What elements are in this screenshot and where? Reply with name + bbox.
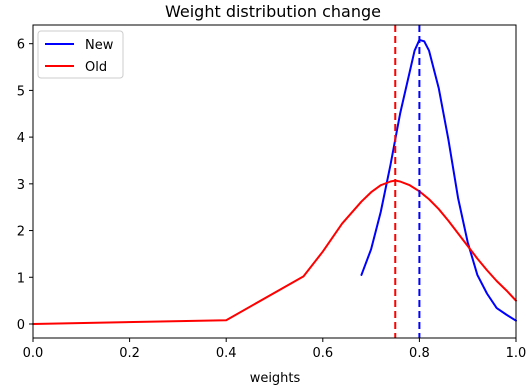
- x-tick-label: 0.2: [119, 346, 140, 361]
- plot-lines: [32, 38, 517, 325]
- x-tick-label: 1.0: [506, 346, 526, 361]
- x-tick-label: 0.6: [312, 346, 333, 361]
- legend: New Old: [37, 30, 124, 79]
- y-tick-label: 0: [17, 318, 25, 333]
- x-tick-label: 0.4: [216, 346, 237, 361]
- x-tick-label: 0.0: [23, 346, 44, 361]
- y-tick-label: 5: [17, 84, 25, 99]
- y-tick-label: 2: [17, 225, 25, 240]
- x-axis: 0.0 0.2 0.4 0.6 0.8 1.0: [23, 338, 526, 361]
- legend-label-new: New: [85, 38, 114, 53]
- series-line-old: [32, 179, 517, 325]
- y-tick-label: 1: [17, 271, 25, 286]
- legend-label-old: Old: [85, 60, 107, 75]
- plot-frame: [32, 24, 517, 339]
- chart-title: Weight distribution change: [165, 2, 381, 21]
- x-axis-label: weights: [250, 371, 301, 386]
- series-line-new: [360, 38, 517, 322]
- y-tick-label: 6: [17, 38, 25, 53]
- y-tick-label: 3: [17, 178, 25, 193]
- reference-lines: [394, 25, 421, 338]
- y-axis: 0 1 2 3 4 5 6: [17, 38, 33, 333]
- x-tick-label: 0.8: [409, 346, 430, 361]
- y-tick-label: 4: [17, 131, 25, 146]
